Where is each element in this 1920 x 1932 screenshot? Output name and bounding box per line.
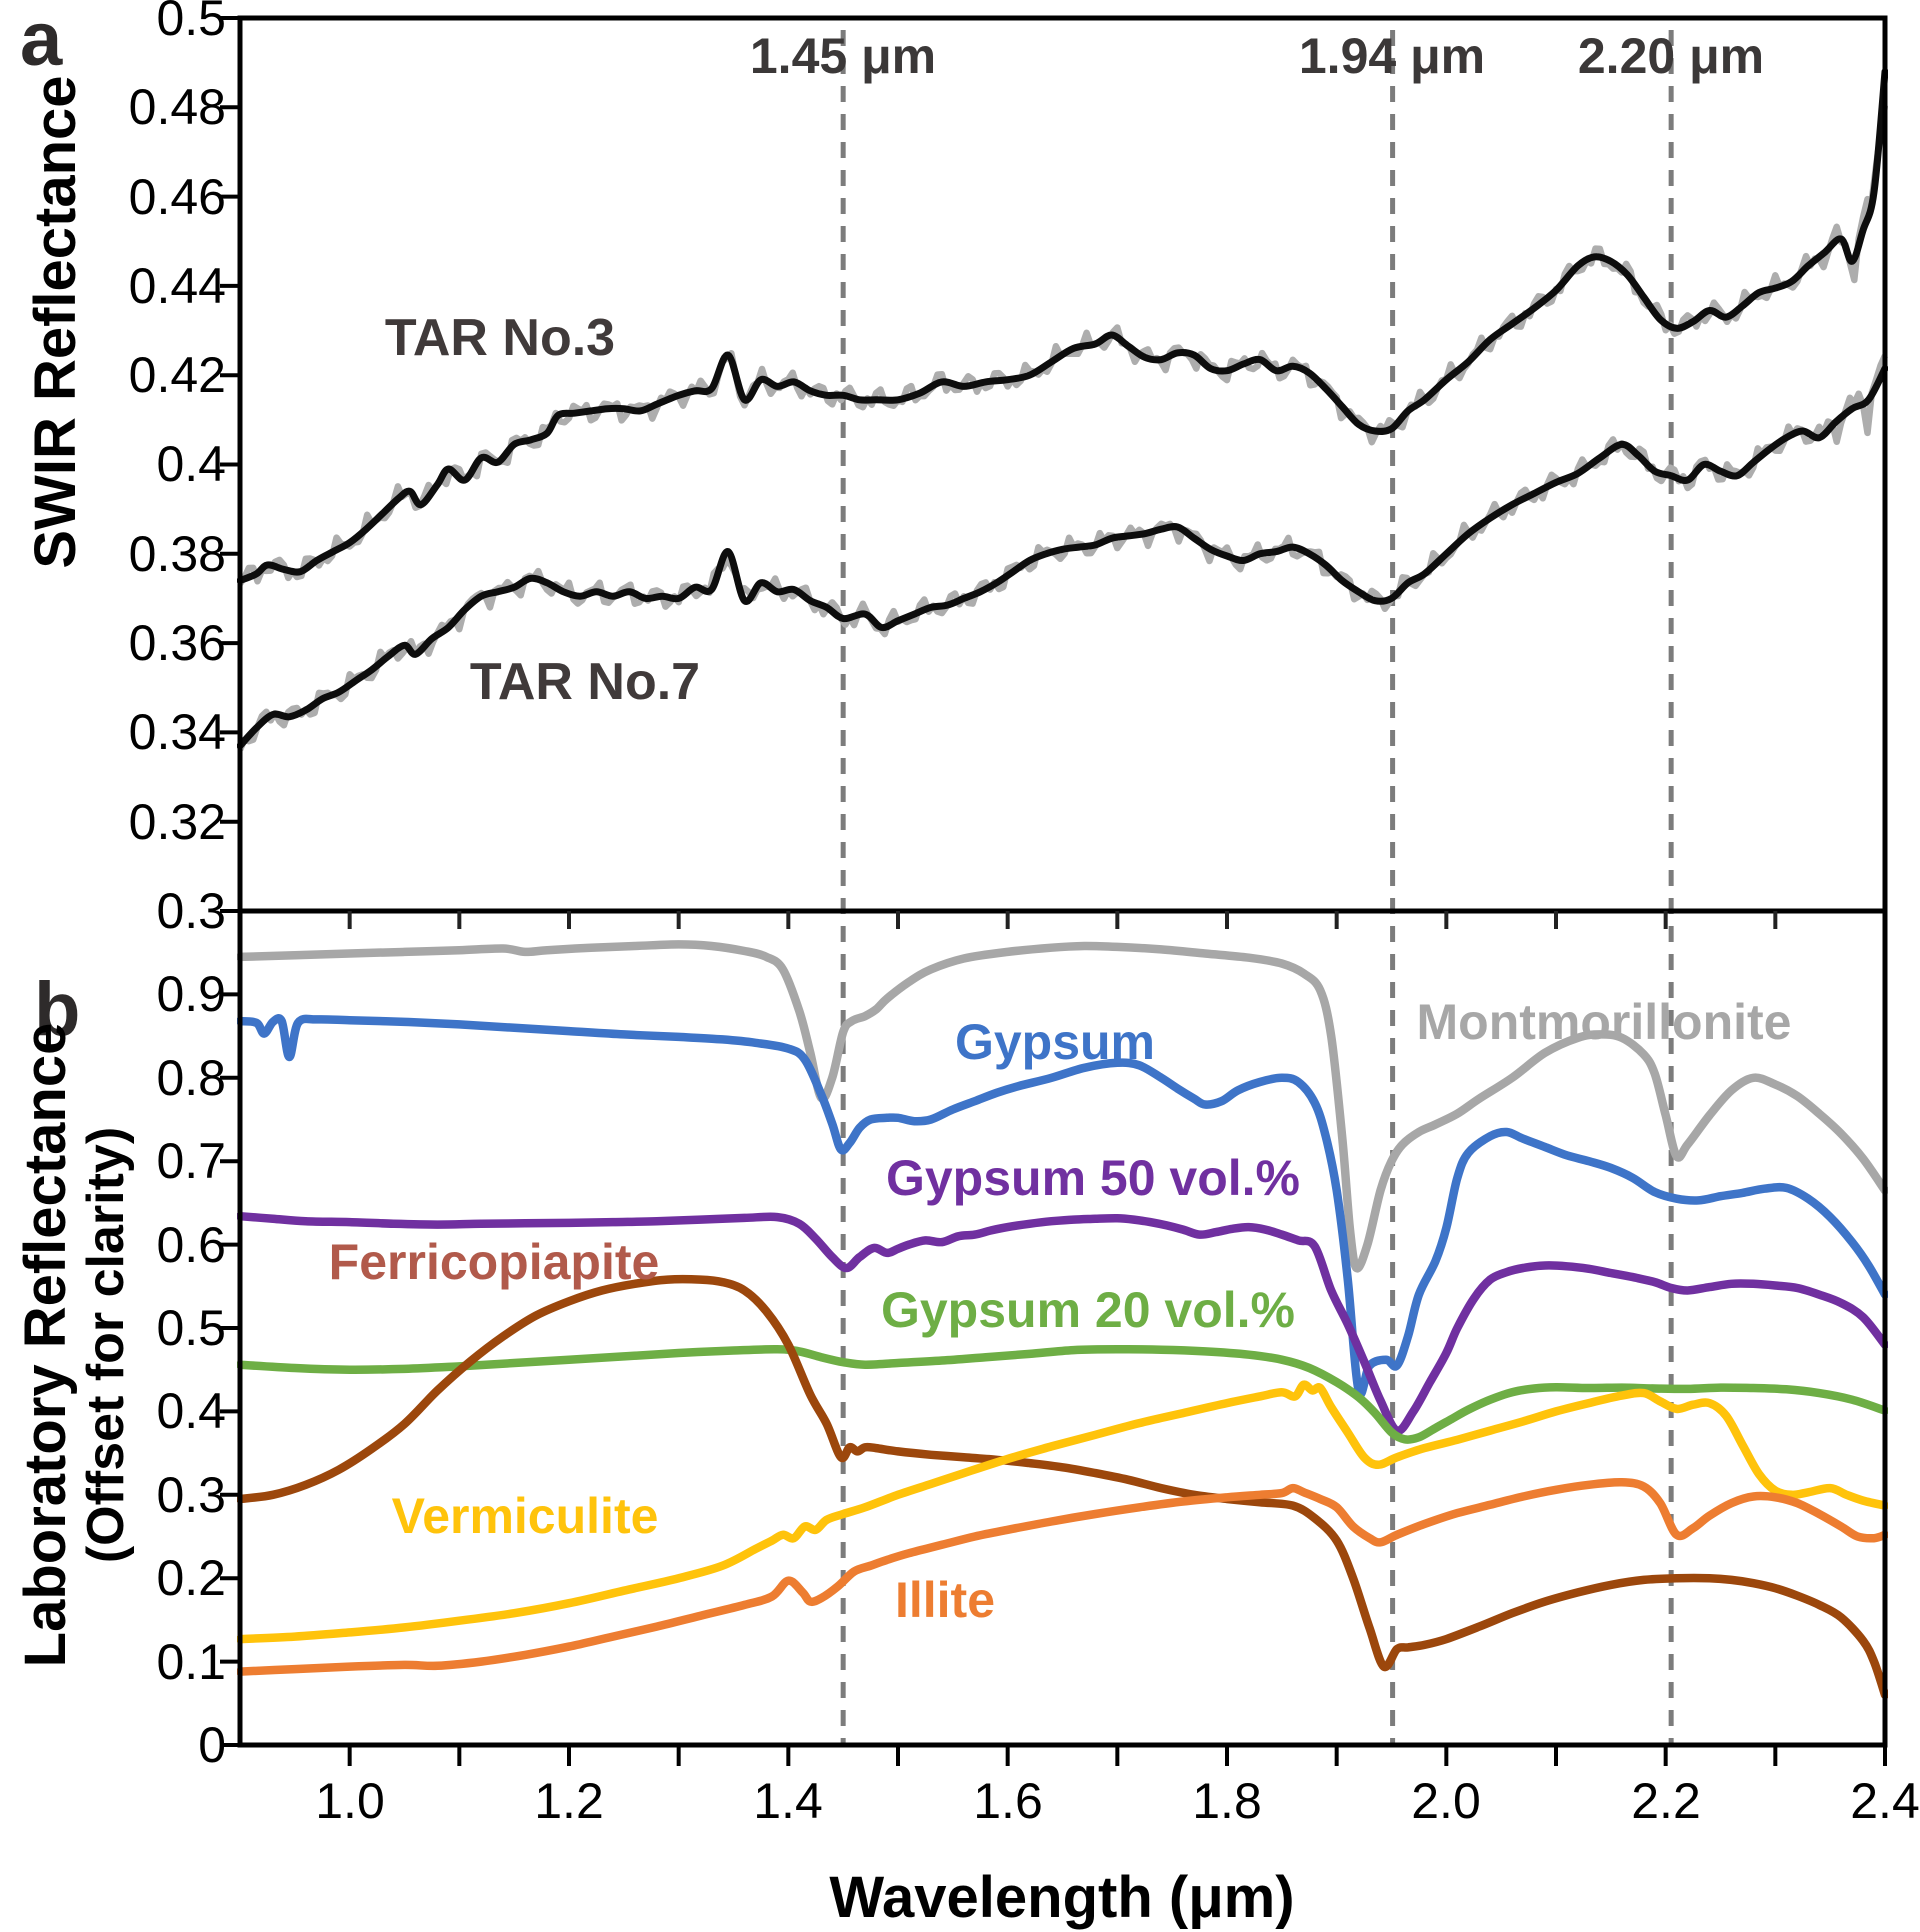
x-axis-tick-label: 1.4	[753, 1773, 823, 1829]
panel-b-y-tick-label: 0.9	[156, 966, 226, 1022]
curve-gypsum	[237, 1014, 1888, 1399]
curve-label-montmorillonite: Montmorillonite	[1416, 994, 1792, 1050]
curve-label-ferricopiapite: Ferricopiapite	[328, 1234, 660, 1290]
panel-b-y-tick-label: 0.2	[156, 1550, 226, 1606]
panel-a-y-tick-label: 0.38	[128, 526, 226, 582]
panel-a-y-tick-label: 0.4	[156, 436, 226, 492]
x-axis-tick-label: 1.6	[973, 1773, 1043, 1829]
panel-a-y-tick-label: 0.5	[156, 0, 226, 46]
x-axis-tick-label: 2.4	[1850, 1773, 1920, 1829]
panel-a-y-tick-label: 0.32	[128, 794, 226, 850]
annotation-2-20-um: 2.20 μm	[1577, 28, 1765, 84]
panel-a-y-tick-label: 0.48	[128, 79, 226, 135]
panel-b-y-tick-label: 0.3	[156, 1467, 226, 1523]
curve-label-gypsum: Gypsum	[954, 1014, 1156, 1070]
curve-tar-no-7	[237, 365, 1888, 750]
panel-a-y-tick-label: 0.44	[128, 258, 226, 314]
x-axis-tick-label: 1.0	[315, 1773, 385, 1829]
panel-b-y-tick-label: 0	[198, 1717, 226, 1773]
panel-b-y-tick-label: 0.4	[156, 1383, 226, 1439]
panel-b-letter: b	[34, 967, 81, 1052]
x-axis-tick-label: 1.8	[1192, 1773, 1262, 1829]
panel-a-y-tick-label: 0.34	[128, 704, 226, 760]
panel-a-y-tick-label: 0.42	[128, 347, 226, 403]
curve-label-gypsum-50: Gypsum 50 vol.%	[885, 1150, 1301, 1206]
curve-gypsum-50-vol	[237, 1211, 1888, 1435]
panel-b-y-tick-label: 0.1	[156, 1634, 226, 1690]
curve-gypsum-20-vol	[237, 1345, 1888, 1444]
panel-a-y-tick-label: 0.3	[156, 883, 226, 939]
curve-label-gypsum-20: Gypsum 20 vol.%	[880, 1282, 1296, 1338]
curve-label-illite: Illite	[894, 1572, 996, 1628]
x-axis-tick-label: 1.2	[534, 1773, 604, 1829]
panel-b-y-tick-label: 0.5	[156, 1300, 226, 1356]
panel-b-y-tick-label: 0.6	[156, 1217, 226, 1273]
curve-label-tar-no3: TAR No.3	[384, 309, 616, 367]
x-axis-title: Wavelength (μm)	[829, 1865, 1295, 1930]
curve-label-tar-no7: TAR No.7	[469, 653, 701, 711]
panel-a-y-axis-title: SWIR Reflectance	[23, 75, 88, 569]
curve-illite	[237, 1478, 1888, 1676]
panel-b-y-tick-label: 0.8	[156, 1050, 226, 1106]
curve-vermiculite	[237, 1380, 1888, 1644]
curve-ferricopiapite	[237, 1274, 1888, 1700]
x-axis-tick-label: 2.0	[1411, 1773, 1481, 1829]
panel-a-y-tick-label: 0.36	[128, 615, 226, 671]
curve-tar-no-3	[237, 68, 1888, 585]
curve-montmorillonite	[237, 940, 1888, 1273]
x-axis-tick-label: 2.2	[1631, 1773, 1701, 1829]
panel-a-y-tick-label: 0.46	[128, 169, 226, 225]
annotation-1-94-um: 1.94 μm	[1298, 28, 1486, 84]
panel-b-y-tick-label: 0.7	[156, 1133, 226, 1189]
curve-label-vermiculite: Vermiculite	[391, 1488, 659, 1544]
panel-a-frame	[237, 15, 1888, 914]
panel-a-letter: a	[20, 0, 63, 82]
annotation-1-45-um: 1.45 μm	[749, 28, 937, 84]
